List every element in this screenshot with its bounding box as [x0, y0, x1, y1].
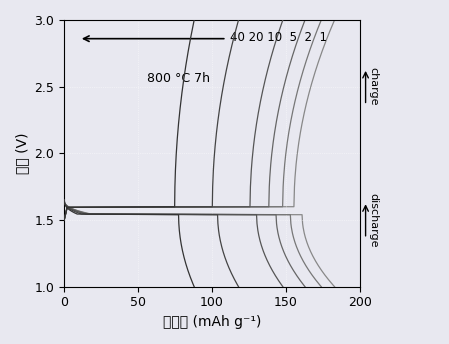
Text: 40 20 10  5  2  1: 40 20 10 5 2 1	[229, 31, 327, 44]
Text: discharge: discharge	[369, 193, 379, 247]
Text: 800 °C 7h: 800 °C 7h	[147, 72, 210, 85]
Y-axis label: 电压 (V): 电压 (V)	[15, 132, 29, 174]
Text: charge: charge	[369, 67, 379, 106]
X-axis label: 比容量 (mAh g⁻¹): 比容量 (mAh g⁻¹)	[163, 315, 261, 329]
